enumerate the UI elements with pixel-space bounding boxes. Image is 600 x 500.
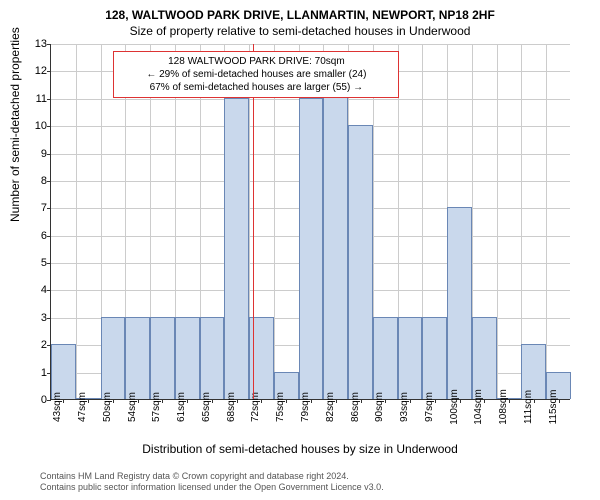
x-tick-mark: [286, 399, 287, 403]
x-tick-mark: [336, 399, 337, 403]
y-tick-mark: [47, 263, 51, 264]
y-tick-label: 12: [25, 65, 47, 77]
bar: [224, 98, 249, 399]
bar: [175, 317, 200, 399]
x-tick-mark: [484, 399, 485, 403]
chart-title-main: 128, WALTWOOD PARK DRIVE, LLANMARTIN, NE…: [0, 0, 600, 22]
x-tick-mark: [361, 399, 362, 403]
x-tick-label: 82sqm: [325, 392, 336, 422]
x-tick-label: 104sqm: [473, 389, 484, 425]
x-tick-label: 86sqm: [350, 392, 361, 422]
x-tick-mark: [509, 399, 510, 403]
x-tick-label: 90sqm: [374, 392, 385, 422]
x-tick-mark: [311, 399, 312, 403]
annotation-line: ← 29% of semi-detached houses are smalle…: [120, 68, 392, 81]
y-tick-label: 4: [25, 284, 47, 296]
x-tick-label: 79sqm: [300, 392, 311, 422]
x-tick-mark: [212, 399, 213, 403]
bar: [373, 317, 398, 399]
x-tick-mark: [261, 399, 262, 403]
bar: [200, 317, 225, 399]
bar: [323, 70, 348, 399]
x-tick-label: 111sqm: [523, 390, 534, 424]
grid-line-v: [497, 44, 498, 399]
x-tick-mark: [460, 399, 461, 403]
y-tick-label: 0: [25, 394, 47, 406]
grid-line-v: [546, 44, 547, 399]
x-tick-label: 68sqm: [226, 392, 237, 422]
y-tick-label: 9: [25, 148, 47, 160]
chart-container: 128, WALTWOOD PARK DRIVE, LLANMARTIN, NE…: [0, 0, 600, 500]
y-tick-label: 6: [25, 230, 47, 242]
y-tick-mark: [47, 154, 51, 155]
x-tick-label: 43sqm: [52, 392, 63, 422]
chart-title-sub: Size of property relative to semi-detach…: [0, 22, 600, 38]
x-tick-label: 100sqm: [449, 389, 460, 425]
x-tick-mark: [385, 399, 386, 403]
annotation-line: 67% of semi-detached houses are larger (…: [120, 81, 392, 94]
copyright-text: Contains HM Land Registry data © Crown c…: [0, 471, 600, 494]
y-tick-label: 8: [25, 175, 47, 187]
y-tick-mark: [47, 44, 51, 45]
x-tick-mark: [237, 399, 238, 403]
bar: [101, 317, 126, 399]
y-tick-label: 10: [25, 120, 47, 132]
x-tick-mark: [187, 399, 188, 403]
y-tick-label: 7: [25, 202, 47, 214]
bar: [422, 317, 447, 399]
x-tick-mark: [435, 399, 436, 403]
bar: [51, 344, 76, 399]
x-tick-mark: [534, 399, 535, 403]
x-tick-label: 97sqm: [424, 392, 435, 422]
x-tick-mark: [113, 399, 114, 403]
x-tick-mark: [559, 399, 560, 403]
x-tick-mark: [63, 399, 64, 403]
x-tick-label: 50sqm: [102, 392, 113, 422]
bar: [472, 317, 497, 399]
x-tick-label: 54sqm: [127, 392, 138, 422]
x-axis-label: Distribution of semi-detached houses by …: [0, 442, 600, 456]
y-tick-mark: [47, 290, 51, 291]
y-tick-mark: [47, 400, 51, 401]
y-tick-mark: [47, 318, 51, 319]
y-tick-label: 13: [25, 38, 47, 50]
y-tick-mark: [47, 99, 51, 100]
y-tick-mark: [47, 126, 51, 127]
x-tick-label: 108sqm: [498, 389, 509, 425]
x-tick-label: 115sqm: [548, 390, 559, 425]
bar: [150, 317, 175, 399]
y-tick-mark: [47, 236, 51, 237]
annotation-box: 128 WALTWOOD PARK DRIVE: 70sqm← 29% of s…: [113, 51, 399, 98]
grid-line-h: [51, 44, 570, 45]
x-tick-mark: [88, 399, 89, 403]
x-tick-label: 47sqm: [77, 392, 88, 422]
y-tick-label: 11: [25, 93, 47, 105]
bar: [125, 317, 150, 399]
x-tick-label: 61sqm: [176, 392, 187, 422]
plot-area: 01234567891011121343sqm47sqm50sqm54sqm57…: [50, 44, 570, 400]
copyright-line2: Contains public sector information licen…: [40, 482, 600, 494]
y-tick-label: 3: [25, 312, 47, 324]
y-tick-label: 1: [25, 367, 47, 379]
grid-line-v: [76, 44, 77, 399]
x-tick-mark: [138, 399, 139, 403]
y-tick-mark: [47, 208, 51, 209]
x-tick-label: 75sqm: [275, 392, 286, 422]
bar: [299, 98, 324, 399]
y-tick-label: 2: [25, 339, 47, 351]
copyright-line1: Contains HM Land Registry data © Crown c…: [40, 471, 600, 483]
bar: [398, 317, 423, 399]
y-tick-label: 5: [25, 257, 47, 269]
x-tick-mark: [162, 399, 163, 403]
x-tick-mark: [410, 399, 411, 403]
annotation-line: 128 WALTWOOD PARK DRIVE: 70sqm: [120, 55, 392, 68]
x-tick-label: 65sqm: [201, 392, 212, 422]
bar: [447, 207, 472, 399]
bar: [348, 125, 373, 399]
y-axis-label: Number of semi-detached properties: [8, 27, 22, 222]
y-tick-mark: [47, 181, 51, 182]
y-tick-mark: [47, 71, 51, 72]
x-tick-label: 93sqm: [399, 392, 410, 422]
x-tick-label: 57sqm: [151, 392, 162, 422]
